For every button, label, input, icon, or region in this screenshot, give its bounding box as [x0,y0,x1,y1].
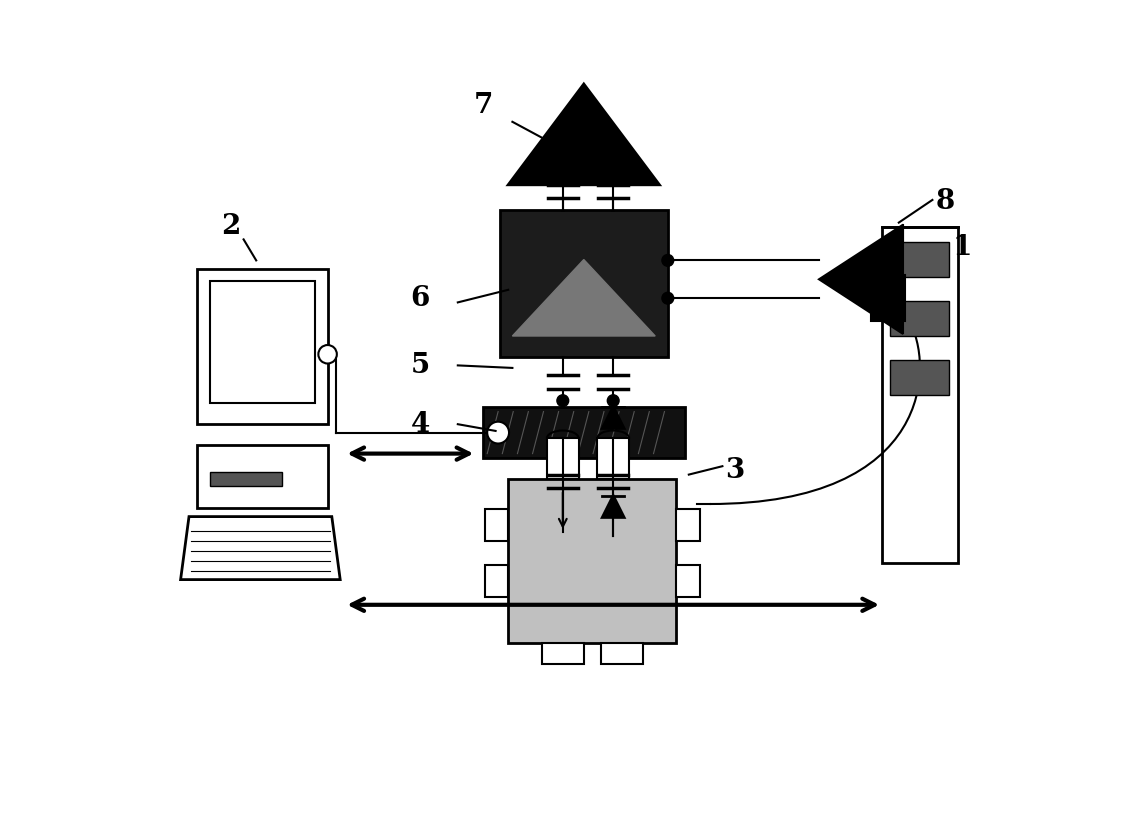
Polygon shape [875,294,899,313]
Text: 8: 8 [936,188,955,215]
Circle shape [488,422,509,444]
Bar [210,281,315,403]
Bar [197,269,328,424]
Text: 6: 6 [411,285,430,312]
Text: 3: 3 [726,457,745,484]
Bar [676,509,700,541]
Bar [871,275,905,321]
Text: 5: 5 [411,352,430,379]
Polygon shape [819,225,903,333]
Bar [601,643,643,664]
Bar [598,438,629,479]
Bar [890,301,949,336]
Bar [547,438,578,479]
Bar [890,360,949,395]
Bar [484,509,508,541]
Polygon shape [602,496,624,517]
Bar [211,472,282,486]
Bar [890,242,949,277]
Bar [197,445,328,508]
Circle shape [557,395,568,407]
Polygon shape [180,517,340,580]
Bar [500,210,668,357]
Bar [676,564,700,596]
Text: 7: 7 [473,92,492,118]
Circle shape [319,345,337,364]
Text: 2: 2 [221,213,240,240]
Bar [484,564,508,596]
Polygon shape [508,84,659,185]
Text: 1: 1 [953,234,972,261]
Polygon shape [602,407,624,428]
Circle shape [662,255,674,266]
Bar [483,407,685,458]
Circle shape [608,395,619,407]
Bar [542,643,584,664]
Polygon shape [513,260,655,336]
Bar [882,227,957,563]
Text: 4: 4 [411,411,430,438]
Bar [508,479,676,643]
Circle shape [662,292,674,304]
